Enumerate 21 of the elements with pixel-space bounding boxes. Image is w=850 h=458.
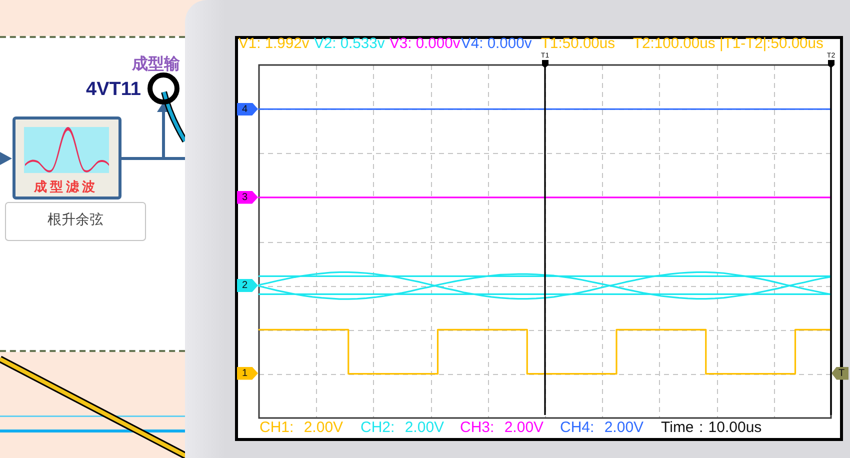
text: 1: [237, 366, 258, 380]
text: 2: [237, 279, 258, 292]
text: T2:100.00us: [633, 36, 716, 54]
text: V2: 0.533v: [314, 36, 385, 54]
text: 3: [237, 190, 258, 204]
text: CH3: 2.00V: [460, 419, 544, 436]
text: |T1-T2|:50.00us: [720, 36, 824, 54]
text: V1: 1.992v: [238, 36, 310, 54]
text: T1:50.00us: [541, 36, 616, 52]
text: 4VT11: [86, 79, 141, 101]
text: CH1: 2.00V: [260, 419, 344, 436]
text: 根升余弦: [48, 211, 104, 228]
text: T: [832, 366, 848, 380]
text: 成型滤波: [34, 179, 98, 195]
text: Time : 10.00us: [661, 419, 762, 436]
text: V4: 0.000v: [461, 36, 532, 54]
text: CH4: 2.00V: [560, 419, 644, 436]
text: 成型输: [132, 56, 180, 74]
text: CH2: 2.00V: [360, 419, 444, 436]
text: 4: [237, 102, 258, 116]
text: V3: 0.000v: [390, 36, 460, 54]
